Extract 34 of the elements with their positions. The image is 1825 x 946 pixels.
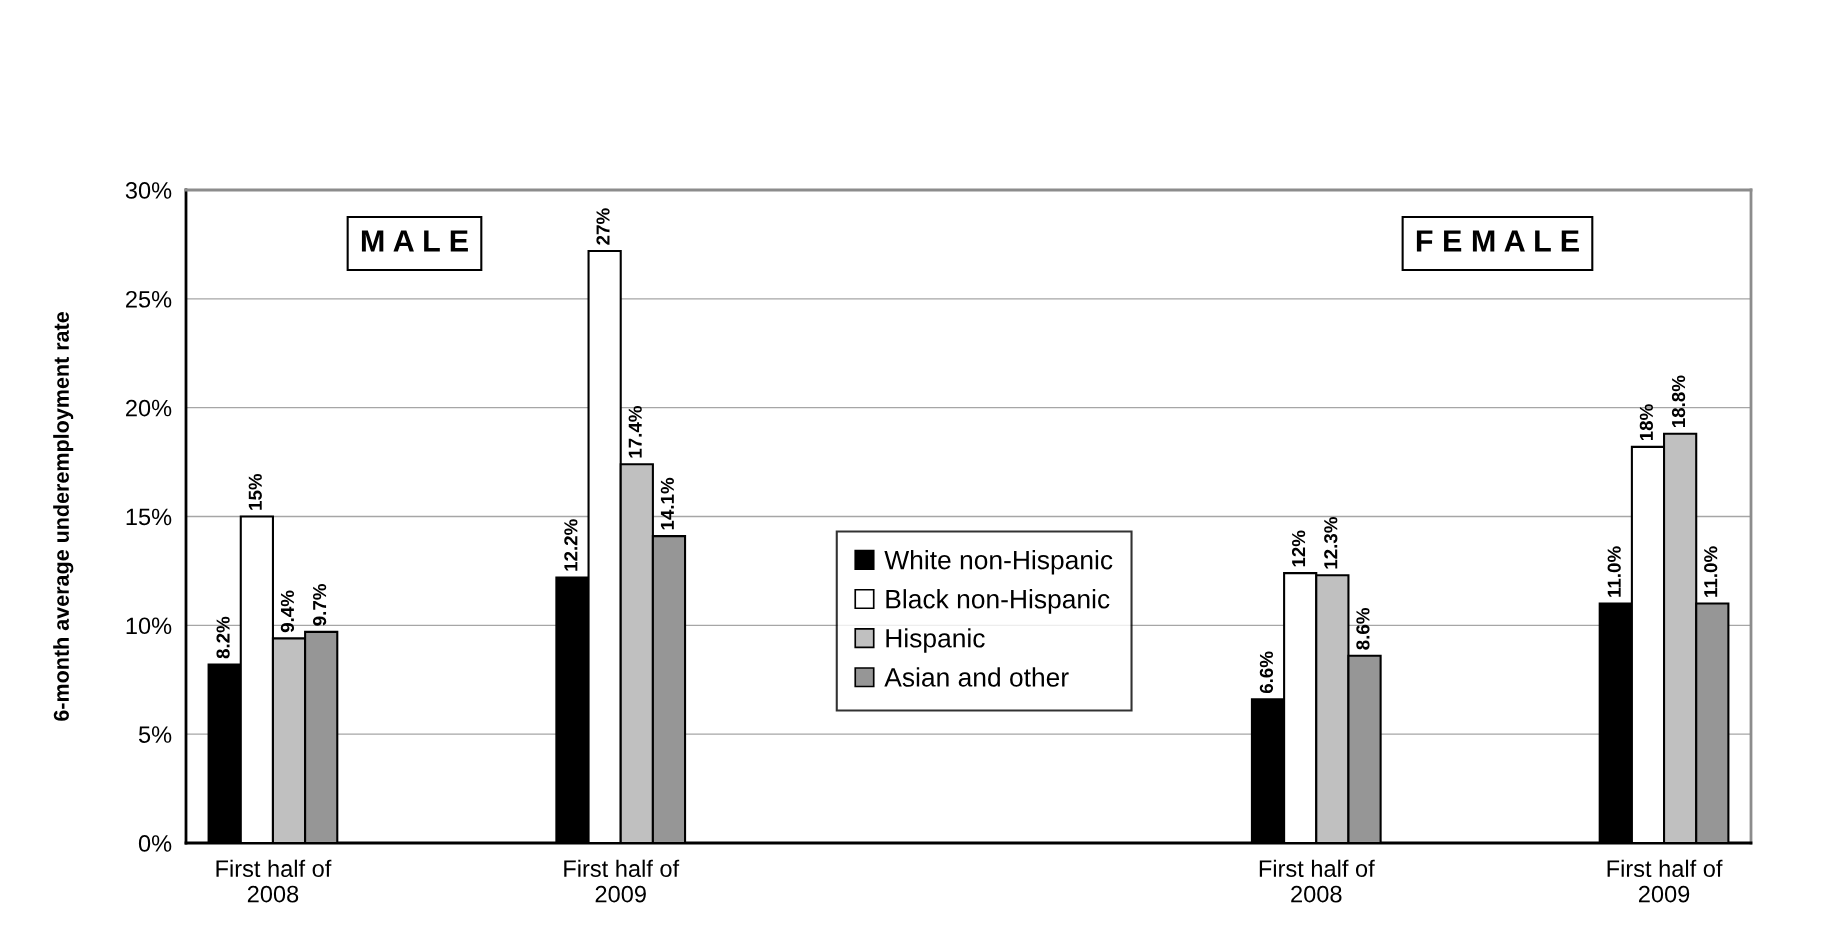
y-tick-label: 30% — [125, 182, 172, 199]
x-tick-label: First half of 2009 — [1607, 859, 1723, 903]
annotation: M A L E — [361, 230, 468, 252]
data-label: 12% — [1291, 530, 1306, 567]
legend-label: Asian and other — [884, 667, 1069, 687]
data-label: 27% — [596, 208, 610, 245]
data-label: 15% — [248, 473, 262, 510]
y-tick-label: 25% — [126, 290, 172, 308]
data-label: 12.2% — [564, 519, 578, 571]
y-tick-label: 0% — [138, 835, 172, 852]
x-tick-label: First half of 2008 — [1259, 859, 1375, 903]
data-label: 18.8% — [1671, 375, 1686, 428]
x-tick-label: First half of 2008 — [216, 859, 332, 903]
data-label: 12.3% — [1324, 517, 1338, 569]
y-tick-label: 15% — [126, 508, 172, 526]
x-tick-label: First half of 2009 — [564, 859, 680, 903]
data-label: 9.4% — [280, 590, 295, 633]
data-label: 11.0% — [1607, 546, 1621, 597]
annotation: F E M A L E — [1416, 230, 1579, 252]
y-tick-label: 10% — [126, 617, 172, 635]
y-tick-label: 20% — [126, 399, 172, 417]
data-label: 8.6% — [1356, 608, 1370, 650]
data-label: 11.0% — [1704, 546, 1718, 597]
data-label: 9.7% — [312, 584, 327, 626]
legend-label: Hispanic — [886, 628, 985, 653]
data-label: 8.2% — [216, 616, 230, 659]
data-label: 6.6% — [1259, 651, 1274, 694]
y-tick-label: 5% — [138, 726, 172, 743]
legend-label: White non-Hispanic — [884, 550, 1113, 575]
legend-label: Black non-Hispanic — [886, 589, 1110, 614]
data-label: 14.1% — [660, 477, 674, 530]
y-axis-title: 6-month average underemployment rate — [53, 312, 74, 721]
data-label: 18% — [1639, 404, 1653, 441]
data-label: 17.4% — [628, 406, 642, 458]
